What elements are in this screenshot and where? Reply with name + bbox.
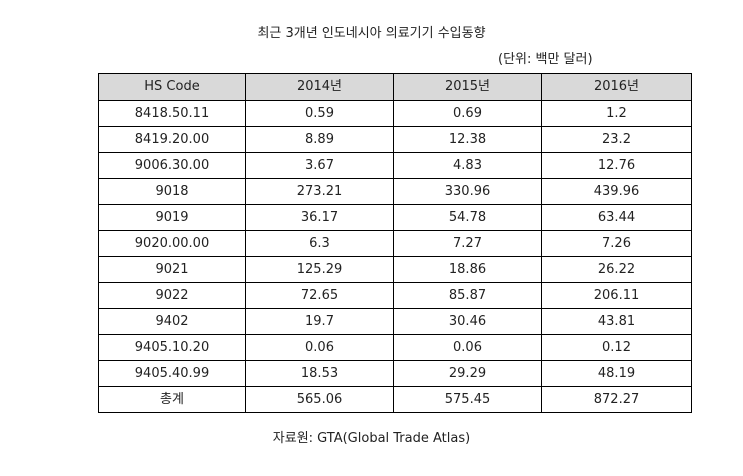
value-2015-cell: 0.69 bbox=[393, 100, 542, 127]
value-2014-cell: 0.06 bbox=[245, 334, 394, 361]
value-2015-cell: 29.29 bbox=[393, 360, 542, 387]
hs-code-cell: 9021 bbox=[98, 256, 246, 283]
value-2015-cell: 85.87 bbox=[393, 282, 542, 309]
unit-label: (단위: 백만 달러) bbox=[498, 52, 593, 67]
value-2014-cell: 18.53 bbox=[245, 360, 394, 387]
value-2015-cell: 18.86 bbox=[393, 256, 542, 283]
value-2016-cell: 439.96 bbox=[541, 178, 692, 205]
hs-code-cell: 9018 bbox=[98, 178, 246, 205]
value-2016-cell: 43.81 bbox=[541, 308, 692, 335]
value-2015-cell: 54.78 bbox=[393, 204, 542, 231]
table-row: 9018 273.21 330.96 439.96 bbox=[98, 178, 692, 205]
value-2015-cell: 12.38 bbox=[393, 126, 542, 153]
table-row: 9402 19.7 30.46 43.81 bbox=[98, 308, 692, 335]
table-row: 9405.40.99 18.53 29.29 48.19 bbox=[98, 360, 692, 387]
value-2016-cell: 206.11 bbox=[541, 282, 692, 309]
value-2016-cell: 23.2 bbox=[541, 126, 692, 153]
value-2014-cell: 36.17 bbox=[245, 204, 394, 231]
hs-code-cell: 9006.30.00 bbox=[98, 152, 246, 179]
value-2014-cell: 3.67 bbox=[245, 152, 394, 179]
hs-code-cell: 9022 bbox=[98, 282, 246, 309]
hs-code-cell: 9020.00.00 bbox=[98, 230, 246, 257]
header-2015: 2015년 bbox=[393, 73, 542, 101]
total-row: 총계 565.06 575.45 872.27 bbox=[98, 386, 692, 413]
total-label-cell: 총계 bbox=[98, 386, 246, 413]
value-2016-cell: 1.2 bbox=[541, 100, 692, 127]
value-2014-cell: 8.89 bbox=[245, 126, 394, 153]
source-note: 자료원: GTA(Global Trade Atlas) bbox=[272, 431, 471, 446]
value-2015-cell: 0.06 bbox=[393, 334, 542, 361]
value-2015-cell: 7.27 bbox=[393, 230, 542, 257]
value-2014-cell: 125.29 bbox=[245, 256, 394, 283]
value-2014-cell: 273.21 bbox=[245, 178, 394, 205]
value-2016-cell: 63.44 bbox=[541, 204, 692, 231]
import-trend-table: HS Code 2014년 2015년 2016년 8418.50.11 0.5… bbox=[98, 73, 692, 413]
table-row: 9021 125.29 18.86 26.22 bbox=[98, 256, 692, 283]
value-2016-cell: 0.12 bbox=[541, 334, 692, 361]
table-row: 8419.20.00 8.89 12.38 23.2 bbox=[98, 126, 692, 153]
total-2014-cell: 565.06 bbox=[245, 386, 394, 413]
total-2015-cell: 575.45 bbox=[393, 386, 542, 413]
value-2015-cell: 4.83 bbox=[393, 152, 542, 179]
table-row: 9022 72.65 85.87 206.11 bbox=[98, 282, 692, 309]
value-2015-cell: 30.46 bbox=[393, 308, 542, 335]
table-row: 9405.10.20 0.06 0.06 0.12 bbox=[98, 334, 692, 361]
table-row: 9006.30.00 3.67 4.83 12.76 bbox=[98, 152, 692, 179]
value-2014-cell: 0.59 bbox=[245, 100, 394, 127]
header-row: HS Code 2014년 2015년 2016년 bbox=[98, 73, 692, 101]
hs-code-cell: 8419.20.00 bbox=[98, 126, 246, 153]
table-row: 8418.50.11 0.59 0.69 1.2 bbox=[98, 100, 692, 127]
header-hs-code: HS Code bbox=[98, 73, 246, 101]
header-2014: 2014년 bbox=[245, 73, 394, 101]
total-2016-cell: 872.27 bbox=[541, 386, 692, 413]
table-row: 9019 36.17 54.78 63.44 bbox=[98, 204, 692, 231]
hs-code-cell: 8418.50.11 bbox=[98, 100, 246, 127]
value-2014-cell: 19.7 bbox=[245, 308, 394, 335]
table-row: 9020.00.00 6.3 7.27 7.26 bbox=[98, 230, 692, 257]
value-2016-cell: 12.76 bbox=[541, 152, 692, 179]
value-2016-cell: 48.19 bbox=[541, 360, 692, 387]
value-2016-cell: 7.26 bbox=[541, 230, 692, 257]
hs-code-cell: 9405.10.20 bbox=[98, 334, 246, 361]
hs-code-cell: 9019 bbox=[98, 204, 246, 231]
value-2016-cell: 26.22 bbox=[541, 256, 692, 283]
value-2014-cell: 72.65 bbox=[245, 282, 394, 309]
hs-code-cell: 9402 bbox=[98, 308, 246, 335]
value-2015-cell: 330.96 bbox=[393, 178, 542, 205]
header-2016: 2016년 bbox=[541, 73, 692, 101]
value-2014-cell: 6.3 bbox=[245, 230, 394, 257]
table-title: 최근 3개년 인도네시아 의료기기 수입동향 bbox=[257, 26, 486, 41]
hs-code-cell: 9405.40.99 bbox=[98, 360, 246, 387]
